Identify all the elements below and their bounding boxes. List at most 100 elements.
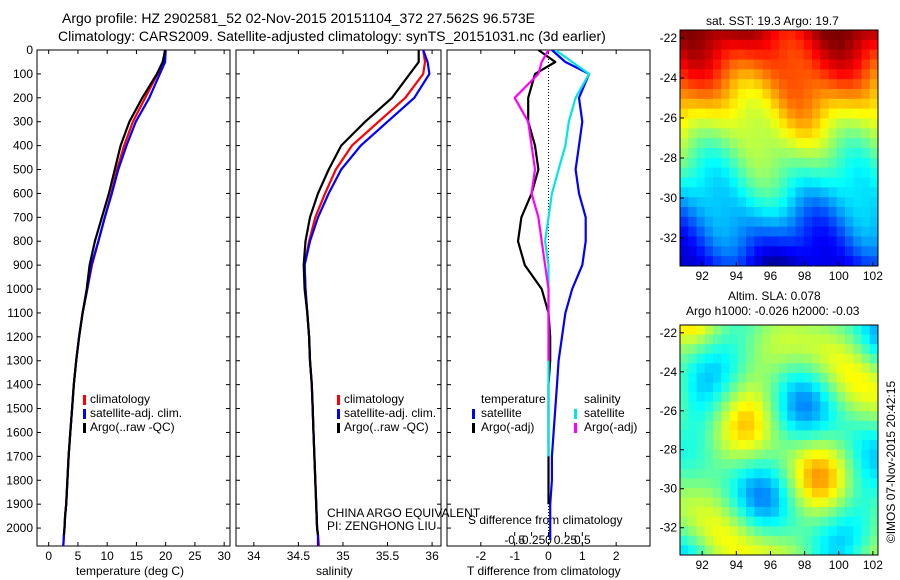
map-cell — [812, 246, 821, 257]
maps-layer: 92 94 96 98 100 102 -22 -24 -26 -28 -30 -32 92 94 96 98… — [660, 29, 883, 572]
map-cell — [713, 118, 722, 129]
map-cell — [721, 363, 730, 374]
map-cell — [704, 187, 714, 198]
map-cell — [762, 246, 772, 257]
map-cell — [688, 148, 697, 159]
map-cell — [869, 148, 879, 159]
map-cell — [845, 30, 854, 41]
map-cell — [737, 167, 747, 178]
map-cell — [869, 98, 879, 110]
map-cell — [704, 49, 714, 60]
map-cell — [812, 89, 821, 100]
map-cell — [803, 187, 813, 198]
map-cell — [812, 497, 821, 508]
map-cell — [787, 49, 796, 60]
map-cell — [820, 246, 829, 257]
map-cell — [721, 30, 730, 41]
map-cell — [746, 226, 755, 237]
map-cell — [861, 207, 871, 218]
map-cell — [836, 59, 846, 70]
map-cell — [845, 478, 854, 489]
map-cell — [861, 459, 871, 470]
diff-xlabel: T difference from climatology — [467, 564, 621, 578]
map-cell — [688, 177, 697, 188]
map-x-tick-label-sla: 94 — [730, 558, 744, 572]
map-cell — [729, 226, 739, 237]
map-cell — [696, 497, 706, 508]
map-cell — [729, 401, 739, 412]
x-tick-label-diff: 0 — [545, 549, 552, 563]
map-cell — [680, 167, 689, 178]
map-cell — [869, 497, 879, 508]
map-cell — [853, 411, 862, 422]
map-cell — [779, 236, 788, 247]
x-tick-label-temp: 30 — [217, 549, 231, 563]
map-cell — [770, 246, 780, 257]
map-cell — [762, 516, 772, 527]
map-cell — [680, 59, 689, 70]
map-cell — [812, 334, 821, 345]
map-cell — [696, 207, 706, 218]
map-cell — [713, 468, 722, 479]
x-tick-label-temp: 5 — [75, 549, 82, 563]
map-cell — [713, 39, 722, 51]
map-cell — [754, 138, 763, 149]
map-cell — [770, 363, 780, 374]
map-cell — [779, 507, 788, 518]
map-cell — [688, 526, 697, 537]
map-cell — [828, 216, 838, 228]
map-cell — [721, 49, 730, 60]
map-cell — [754, 497, 763, 508]
map-cell — [853, 246, 862, 257]
x-tick-label-sal: 34.5 — [287, 549, 311, 563]
map-cell — [845, 449, 854, 460]
map-cell — [729, 49, 739, 60]
map-cell — [762, 49, 772, 60]
map-cell — [770, 535, 780, 546]
map-cell — [812, 401, 821, 412]
map-cell — [696, 363, 706, 374]
map-cell — [737, 226, 747, 237]
map-cell — [845, 226, 854, 237]
map-cell — [853, 256, 862, 267]
map-cell — [803, 382, 813, 393]
map-cell — [729, 216, 739, 228]
map-cell — [820, 420, 829, 431]
map-cell — [729, 177, 739, 188]
map-cell — [721, 516, 730, 527]
map-cell — [779, 325, 788, 336]
map-cell — [795, 98, 805, 110]
map-cell — [787, 79, 796, 90]
map-cell — [779, 148, 788, 159]
map-cell — [803, 118, 813, 129]
map-cell — [845, 79, 854, 90]
map-cell — [688, 325, 697, 336]
map-cell — [696, 49, 706, 60]
x-tick-label-sal: 34 — [247, 549, 261, 563]
map-cell — [869, 79, 879, 90]
map-cell — [845, 197, 854, 208]
map-cell — [795, 79, 805, 90]
map-cell — [787, 187, 796, 198]
map-cell — [836, 411, 846, 422]
map-cell — [869, 545, 879, 556]
map-cell — [704, 256, 714, 267]
map-cell — [812, 526, 821, 537]
map-cell — [803, 440, 813, 451]
map-cell — [704, 236, 714, 247]
map-cell — [729, 392, 739, 403]
map-cell — [721, 468, 730, 479]
map-cell — [770, 449, 780, 460]
map-cell — [696, 420, 706, 431]
map-cell — [696, 157, 706, 169]
map-cell — [803, 246, 813, 257]
map-cell — [836, 49, 846, 60]
map-cell — [836, 468, 846, 479]
map-cell — [721, 372, 730, 383]
map-cell — [812, 430, 821, 441]
map-cell — [795, 420, 805, 431]
map-cell — [828, 344, 838, 355]
map-cell — [770, 487, 780, 498]
map-cell — [754, 449, 763, 460]
map-cell — [729, 89, 739, 100]
